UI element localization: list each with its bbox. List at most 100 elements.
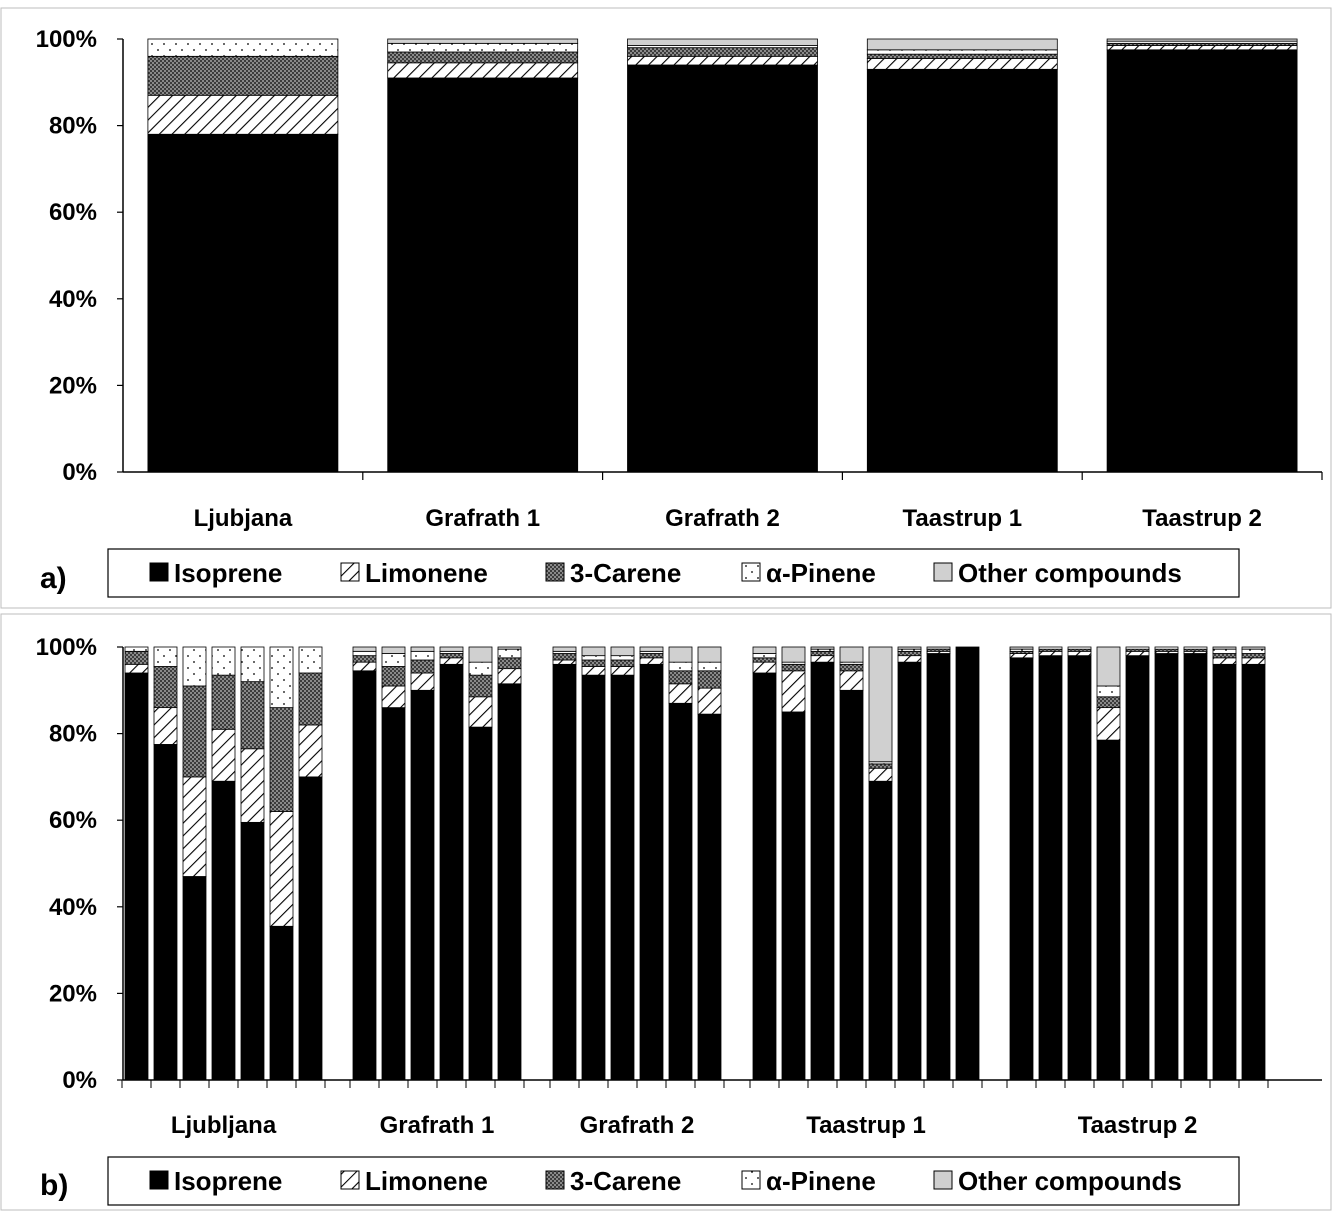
bar-segment-isoprene [468, 726, 493, 1081]
bar-segment-isoprene [439, 663, 464, 1081]
bar-segment-limonene [387, 62, 579, 79]
bar-segment-isoprene [381, 707, 406, 1081]
bar-segment-isoprene [147, 133, 339, 473]
y-tick-label: 40% [49, 894, 97, 921]
bar-segment-pinene [1125, 646, 1150, 650]
bar-segment-limonene [610, 666, 635, 676]
y-tick-label: 20% [49, 980, 97, 1007]
bar-segment-pinene [240, 646, 265, 683]
bar-segment-isoprene [668, 702, 693, 1081]
legend-swatch-carene [545, 1170, 565, 1190]
legend-label-limonene: Limonene [365, 558, 488, 588]
bar-segment-other [897, 646, 922, 650]
bar-segment-limonene [1212, 657, 1237, 665]
bar-segment-isoprene [1154, 653, 1179, 1081]
legend-label-pinene: α-Pinene [766, 558, 876, 588]
bar-segment-limonene [1067, 650, 1092, 657]
y-tick-label: 40% [49, 286, 97, 313]
category-label: Taastrup 1 [903, 505, 1023, 532]
bar-segment-pinene [153, 646, 178, 667]
bar-segment-isoprene [269, 925, 294, 1081]
bar-segment-limonene [1009, 653, 1034, 659]
bar-segment-limonene [147, 94, 339, 135]
bar-segment-limonene [269, 811, 294, 927]
bar-segment-pinene [1067, 646, 1092, 650]
panel-a-frame [0, 7, 1332, 609]
bar-segment-isoprene [1241, 663, 1266, 1081]
bar-segment-other [627, 38, 818, 46]
y-tick-label: 60% [49, 199, 97, 226]
bar-segment-carene [868, 763, 893, 769]
bar-segment-isoprene [866, 68, 1058, 473]
bar-segment-other [1212, 646, 1237, 650]
legend-label-other: Other compounds [958, 1166, 1182, 1196]
bar-segment-pinene [1241, 648, 1266, 654]
legend-label-carene: 3-Carene [570, 558, 681, 588]
bar-segment-isoprene [1183, 653, 1208, 1081]
bar-segment-pinene [410, 650, 435, 661]
bar-segment-carene [410, 659, 435, 674]
bar-segment-isoprene [810, 661, 835, 1081]
bar-segment-limonene [752, 661, 777, 674]
bar-segment-carene [211, 674, 236, 730]
bar-segment-carene [581, 659, 606, 667]
bar-segment-limonene [552, 659, 577, 665]
bar-segment-pinene [697, 661, 722, 672]
bar-segment-isoprene [1096, 739, 1121, 1081]
bar-segment-pinene [866, 49, 1058, 55]
bar-segment-carene [1212, 653, 1237, 659]
bar-segment-pinene [182, 646, 207, 687]
bar-segment-isoprene [839, 689, 864, 1081]
bar-segment-isoprene [497, 683, 522, 1081]
bar-segment-other [926, 646, 951, 650]
bar-segment-isoprene [240, 821, 265, 1081]
bar-segment-carene [468, 674, 493, 698]
group-label: Grafrath 2 [580, 1112, 695, 1139]
bar-segment-pinene [752, 653, 777, 659]
bar-segment-other [352, 646, 377, 652]
bar-segment-isoprene [410, 689, 435, 1081]
bar-segment-carene [1241, 653, 1266, 659]
bar-segment-isoprene [1125, 655, 1150, 1081]
bar-segment-limonene [697, 687, 722, 715]
bar-segment-isoprene [1212, 663, 1237, 1081]
bar-segment-isoprene [868, 780, 893, 1081]
bar-segment-other [866, 38, 1058, 51]
bar-segment-isoprene [1067, 655, 1092, 1081]
legend-swatch-carene [545, 562, 565, 582]
panel-a-chart: 0% 20% 40% 60% 80% 100% Ljubjana Grafrath 1 Graf… [36, 26, 1323, 598]
bar-segment-isoprene [182, 876, 207, 1081]
panel-b-label: b) [40, 1169, 68, 1202]
bar-segment-carene [552, 653, 577, 661]
bar-segment-other [410, 646, 435, 652]
bar-segment-pinene [1096, 685, 1121, 698]
bar-segment-carene [627, 47, 818, 57]
bar-segment-isoprene [352, 670, 377, 1081]
bar-segment-carene [124, 650, 149, 665]
y-tick-label: 60% [49, 807, 97, 834]
bar-segment-pinene [1038, 646, 1063, 650]
bar-segment-carene [897, 650, 922, 657]
bar-segment-limonene [897, 655, 922, 663]
bar-segment-other [381, 646, 406, 654]
bar-segment-other [387, 38, 579, 44]
bar-segment-other [468, 646, 493, 663]
bar-segment-carene [639, 653, 664, 659]
bar-segment-limonene [352, 661, 377, 672]
bar-segment-limonene [668, 683, 693, 704]
legend-swatch-other [933, 1170, 953, 1190]
bar-segment-limonene [839, 670, 864, 691]
bar-segment-isoprene [639, 663, 664, 1081]
legend-swatch-isoprene [149, 562, 169, 582]
bar-segment-limonene [781, 670, 806, 713]
legend-label-limonene: Limonene [365, 1166, 488, 1196]
bar-segment-limonene [1106, 45, 1298, 51]
bar-segment-limonene [468, 696, 493, 728]
y-tick-label: 80% [49, 113, 97, 140]
panel-a-label: a) [40, 562, 67, 595]
bar-segment-pinene [211, 646, 236, 676]
bar-segment-pinene [381, 653, 406, 667]
bar-segment-other [1009, 646, 1034, 650]
bar-segment-limonene [1096, 707, 1121, 741]
bar-segment-pinene [468, 661, 493, 676]
